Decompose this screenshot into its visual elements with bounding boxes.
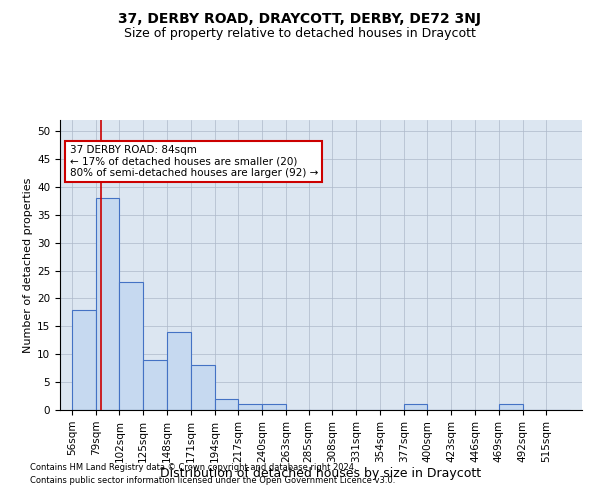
Bar — [238, 404, 262, 410]
Bar — [262, 404, 286, 410]
Bar — [499, 404, 523, 410]
Text: Contains public sector information licensed under the Open Government Licence v3: Contains public sector information licen… — [30, 476, 395, 485]
X-axis label: Distribution of detached houses by size in Draycott: Distribution of detached houses by size … — [160, 468, 482, 480]
Y-axis label: Number of detached properties: Number of detached properties — [23, 178, 33, 352]
Bar — [167, 332, 191, 410]
Text: 37, DERBY ROAD, DRAYCOTT, DERBY, DE72 3NJ: 37, DERBY ROAD, DRAYCOTT, DERBY, DE72 3N… — [119, 12, 482, 26]
Text: Size of property relative to detached houses in Draycott: Size of property relative to detached ho… — [124, 28, 476, 40]
Bar — [215, 399, 238, 410]
Bar — [143, 360, 167, 410]
Text: 37 DERBY ROAD: 84sqm
← 17% of detached houses are smaller (20)
80% of semi-detac: 37 DERBY ROAD: 84sqm ← 17% of detached h… — [70, 145, 318, 178]
Bar — [191, 366, 215, 410]
Text: Contains HM Land Registry data © Crown copyright and database right 2024.: Contains HM Land Registry data © Crown c… — [30, 464, 356, 472]
Bar — [119, 282, 143, 410]
Bar — [72, 310, 95, 410]
Bar — [404, 404, 427, 410]
Bar — [95, 198, 119, 410]
